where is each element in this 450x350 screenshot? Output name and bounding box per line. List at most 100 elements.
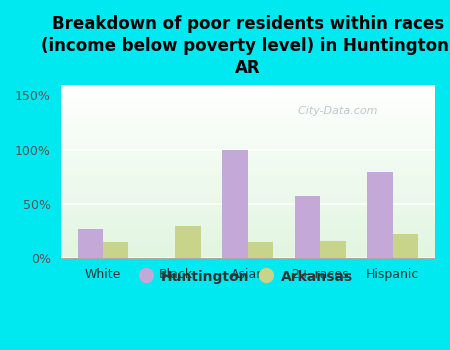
Bar: [61, 126, 435, 128]
Bar: [61, 223, 435, 225]
Bar: [61, 199, 435, 201]
Bar: [61, 112, 435, 114]
Bar: [61, 237, 435, 239]
Bar: [61, 246, 435, 248]
Bar: [176, 226, 201, 258]
Bar: [61, 121, 435, 123]
Bar: [61, 91, 435, 93]
Bar: [61, 136, 435, 138]
Bar: [61, 251, 435, 253]
Legend: Huntington, Arkansas: Huntington, Arkansas: [137, 264, 359, 289]
Title: Breakdown of poor residents within races
(income below poverty level) in Hunting: Breakdown of poor residents within races…: [40, 15, 450, 77]
Bar: [61, 201, 435, 203]
Bar: [61, 130, 435, 131]
Bar: [61, 232, 435, 234]
Bar: [61, 234, 435, 236]
Bar: [61, 173, 435, 175]
Bar: [61, 250, 435, 251]
Bar: [61, 164, 435, 166]
Bar: [61, 114, 435, 116]
Bar: [61, 105, 435, 107]
Bar: [61, 135, 435, 136]
Bar: [61, 197, 435, 199]
Bar: [103, 242, 128, 258]
Bar: [61, 102, 435, 104]
Bar: [61, 248, 435, 250]
Bar: [393, 234, 418, 258]
Bar: [61, 138, 435, 140]
Bar: [61, 84, 435, 86]
Bar: [320, 241, 346, 258]
Bar: [61, 176, 435, 178]
Bar: [61, 159, 435, 161]
Bar: [61, 98, 435, 100]
Bar: [61, 196, 435, 197]
Bar: [61, 140, 435, 142]
Bar: [61, 158, 435, 159]
Bar: [61, 204, 435, 206]
Bar: [61, 257, 435, 258]
Bar: [61, 86, 435, 88]
Bar: [61, 119, 435, 121]
Bar: [61, 104, 435, 105]
Bar: [61, 217, 435, 218]
Bar: [61, 208, 435, 210]
Bar: [61, 93, 435, 95]
Bar: [61, 107, 435, 109]
Bar: [61, 125, 435, 126]
Bar: [77, 229, 103, 258]
Bar: [61, 253, 435, 255]
Bar: [61, 142, 435, 143]
Bar: [61, 220, 435, 222]
Bar: [61, 147, 435, 149]
Bar: [61, 170, 435, 172]
Bar: [61, 150, 435, 152]
Bar: [61, 149, 435, 150]
Bar: [61, 172, 435, 173]
Bar: [61, 255, 435, 257]
Bar: [61, 180, 435, 182]
Bar: [61, 190, 435, 192]
Bar: [61, 154, 435, 156]
Bar: [61, 95, 435, 97]
Bar: [61, 156, 435, 158]
Bar: [61, 145, 435, 147]
Bar: [61, 210, 435, 211]
Bar: [61, 192, 435, 194]
Bar: [61, 206, 435, 208]
Bar: [61, 152, 435, 154]
Bar: [61, 230, 435, 232]
Bar: [61, 215, 435, 217]
Bar: [61, 243, 435, 244]
Bar: [61, 118, 435, 119]
Bar: [295, 196, 320, 258]
Bar: [61, 227, 435, 229]
Bar: [61, 131, 435, 133]
Bar: [61, 222, 435, 223]
Bar: [367, 173, 393, 258]
Bar: [61, 109, 435, 111]
Bar: [61, 182, 435, 183]
Bar: [61, 175, 435, 176]
Bar: [222, 150, 248, 258]
Bar: [61, 116, 435, 118]
Bar: [61, 128, 435, 130]
Bar: [61, 144, 435, 145]
Bar: [61, 218, 435, 220]
Bar: [61, 185, 435, 187]
Bar: [61, 244, 435, 246]
Bar: [61, 183, 435, 185]
Bar: [61, 90, 435, 91]
Bar: [61, 133, 435, 135]
Bar: [61, 213, 435, 215]
Bar: [61, 211, 435, 213]
Bar: [61, 236, 435, 237]
Bar: [61, 168, 435, 170]
Bar: [61, 239, 435, 241]
Text: City-Data.com: City-Data.com: [291, 106, 377, 116]
Bar: [61, 241, 435, 243]
Bar: [61, 225, 435, 227]
Bar: [61, 189, 435, 190]
Bar: [61, 88, 435, 90]
Bar: [61, 194, 435, 196]
